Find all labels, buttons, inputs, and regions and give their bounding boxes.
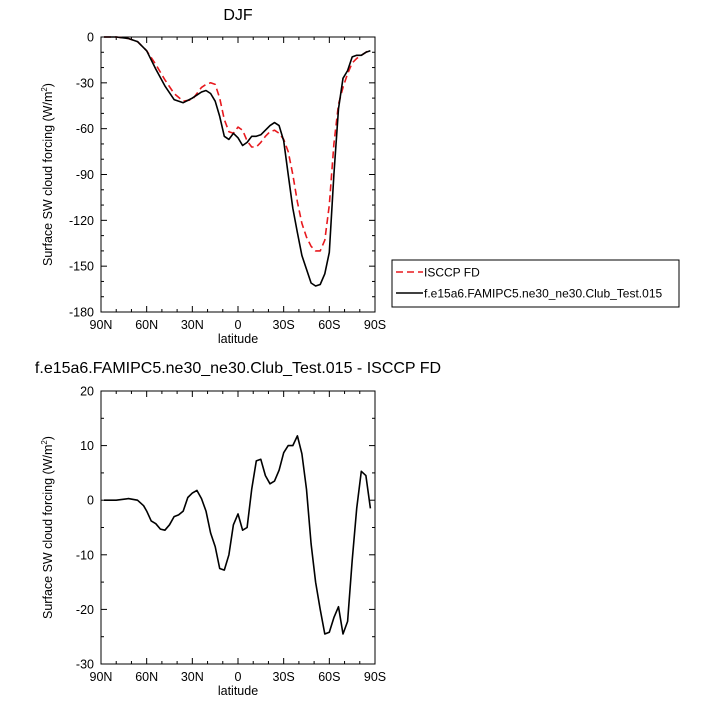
x-tick-label: 60N bbox=[135, 670, 158, 684]
plot-frame bbox=[100, 390, 376, 665]
y-tick-label: -30 bbox=[76, 658, 94, 672]
y-tick-label: -60 bbox=[76, 122, 94, 136]
y-tick-label: -20 bbox=[76, 603, 94, 617]
x-tick-label: 30S bbox=[273, 670, 295, 684]
chart-title: DJF bbox=[223, 7, 253, 24]
y-tick-label: -30 bbox=[76, 76, 94, 90]
y-axis-label-text: Surface SW cloud forcing (W/m bbox=[41, 92, 55, 266]
x-tick-label: 30N bbox=[181, 318, 204, 332]
x-axis-label: latitude bbox=[218, 332, 258, 346]
x-axis-label: latitude bbox=[218, 684, 258, 698]
y-axis-label-superscript: 2 bbox=[40, 87, 49, 92]
y-tick-label: -10 bbox=[76, 548, 94, 562]
y-axis-label: Surface SW cloud forcing (W/m2) bbox=[40, 83, 55, 266]
legend-label-1: ISCCP FD bbox=[424, 266, 480, 280]
chart-title: f.e15a6.FAMIPC5.ne30_ne30.Club_Test.015 … bbox=[35, 360, 441, 377]
legend-box bbox=[391, 259, 680, 308]
y-tick-label: -180 bbox=[69, 306, 94, 320]
x-tick-label: 0 bbox=[235, 318, 242, 332]
y-axis-label-close: ) bbox=[41, 83, 55, 87]
y-tick-label: -150 bbox=[69, 260, 94, 274]
y-axis-label-superscript: 2 bbox=[40, 440, 49, 445]
y-tick-label: 0 bbox=[87, 494, 94, 508]
y-axis-label-close: ) bbox=[41, 436, 55, 440]
x-tick-label: 90N bbox=[90, 670, 113, 684]
series-line-2 bbox=[104, 36, 371, 287]
legend-label-2: f.e15a6.FAMIPC5.ne30_ne30.Club_Test.015 bbox=[424, 287, 662, 301]
y-tick-label: 0 bbox=[87, 31, 94, 45]
legend: ISCCP FD f.e15a6.FAMIPC5.ne30_ne30.Club_T… bbox=[391, 259, 680, 308]
x-tick-label: 30N bbox=[181, 670, 204, 684]
y-tick-label: -90 bbox=[76, 168, 94, 182]
x-tick-label: 60S bbox=[318, 318, 340, 332]
x-tick-label: 90S bbox=[364, 318, 386, 332]
x-tick-label: 90S bbox=[364, 670, 386, 684]
y-tick-label: 20 bbox=[80, 385, 94, 399]
x-tick-label: 90N bbox=[90, 318, 113, 332]
y-tick-label: -120 bbox=[69, 214, 94, 228]
y-tick-label: 10 bbox=[80, 439, 94, 453]
x-tick-label: 60S bbox=[318, 670, 340, 684]
y-axis-label: Surface SW cloud forcing (W/m2) bbox=[40, 436, 55, 619]
x-tick-label: 60N bbox=[135, 318, 158, 332]
series-line-1 bbox=[104, 434, 372, 635]
chart-panel-1: DJF 90N 60N 30N 0 30S 60S 90S 0 -30 -60 -90 -120 -150… bbox=[40, 7, 680, 346]
x-tick-label: 30S bbox=[273, 318, 295, 332]
y-axis-label-text: Surface SW cloud forcing (W/m bbox=[41, 445, 55, 619]
series-line-1 bbox=[104, 36, 371, 252]
x-tick-label: 0 bbox=[235, 670, 242, 684]
chart-panel-2: f.e15a6.FAMIPC5.ne30_ne30.Club_Test.015 … bbox=[35, 360, 441, 698]
